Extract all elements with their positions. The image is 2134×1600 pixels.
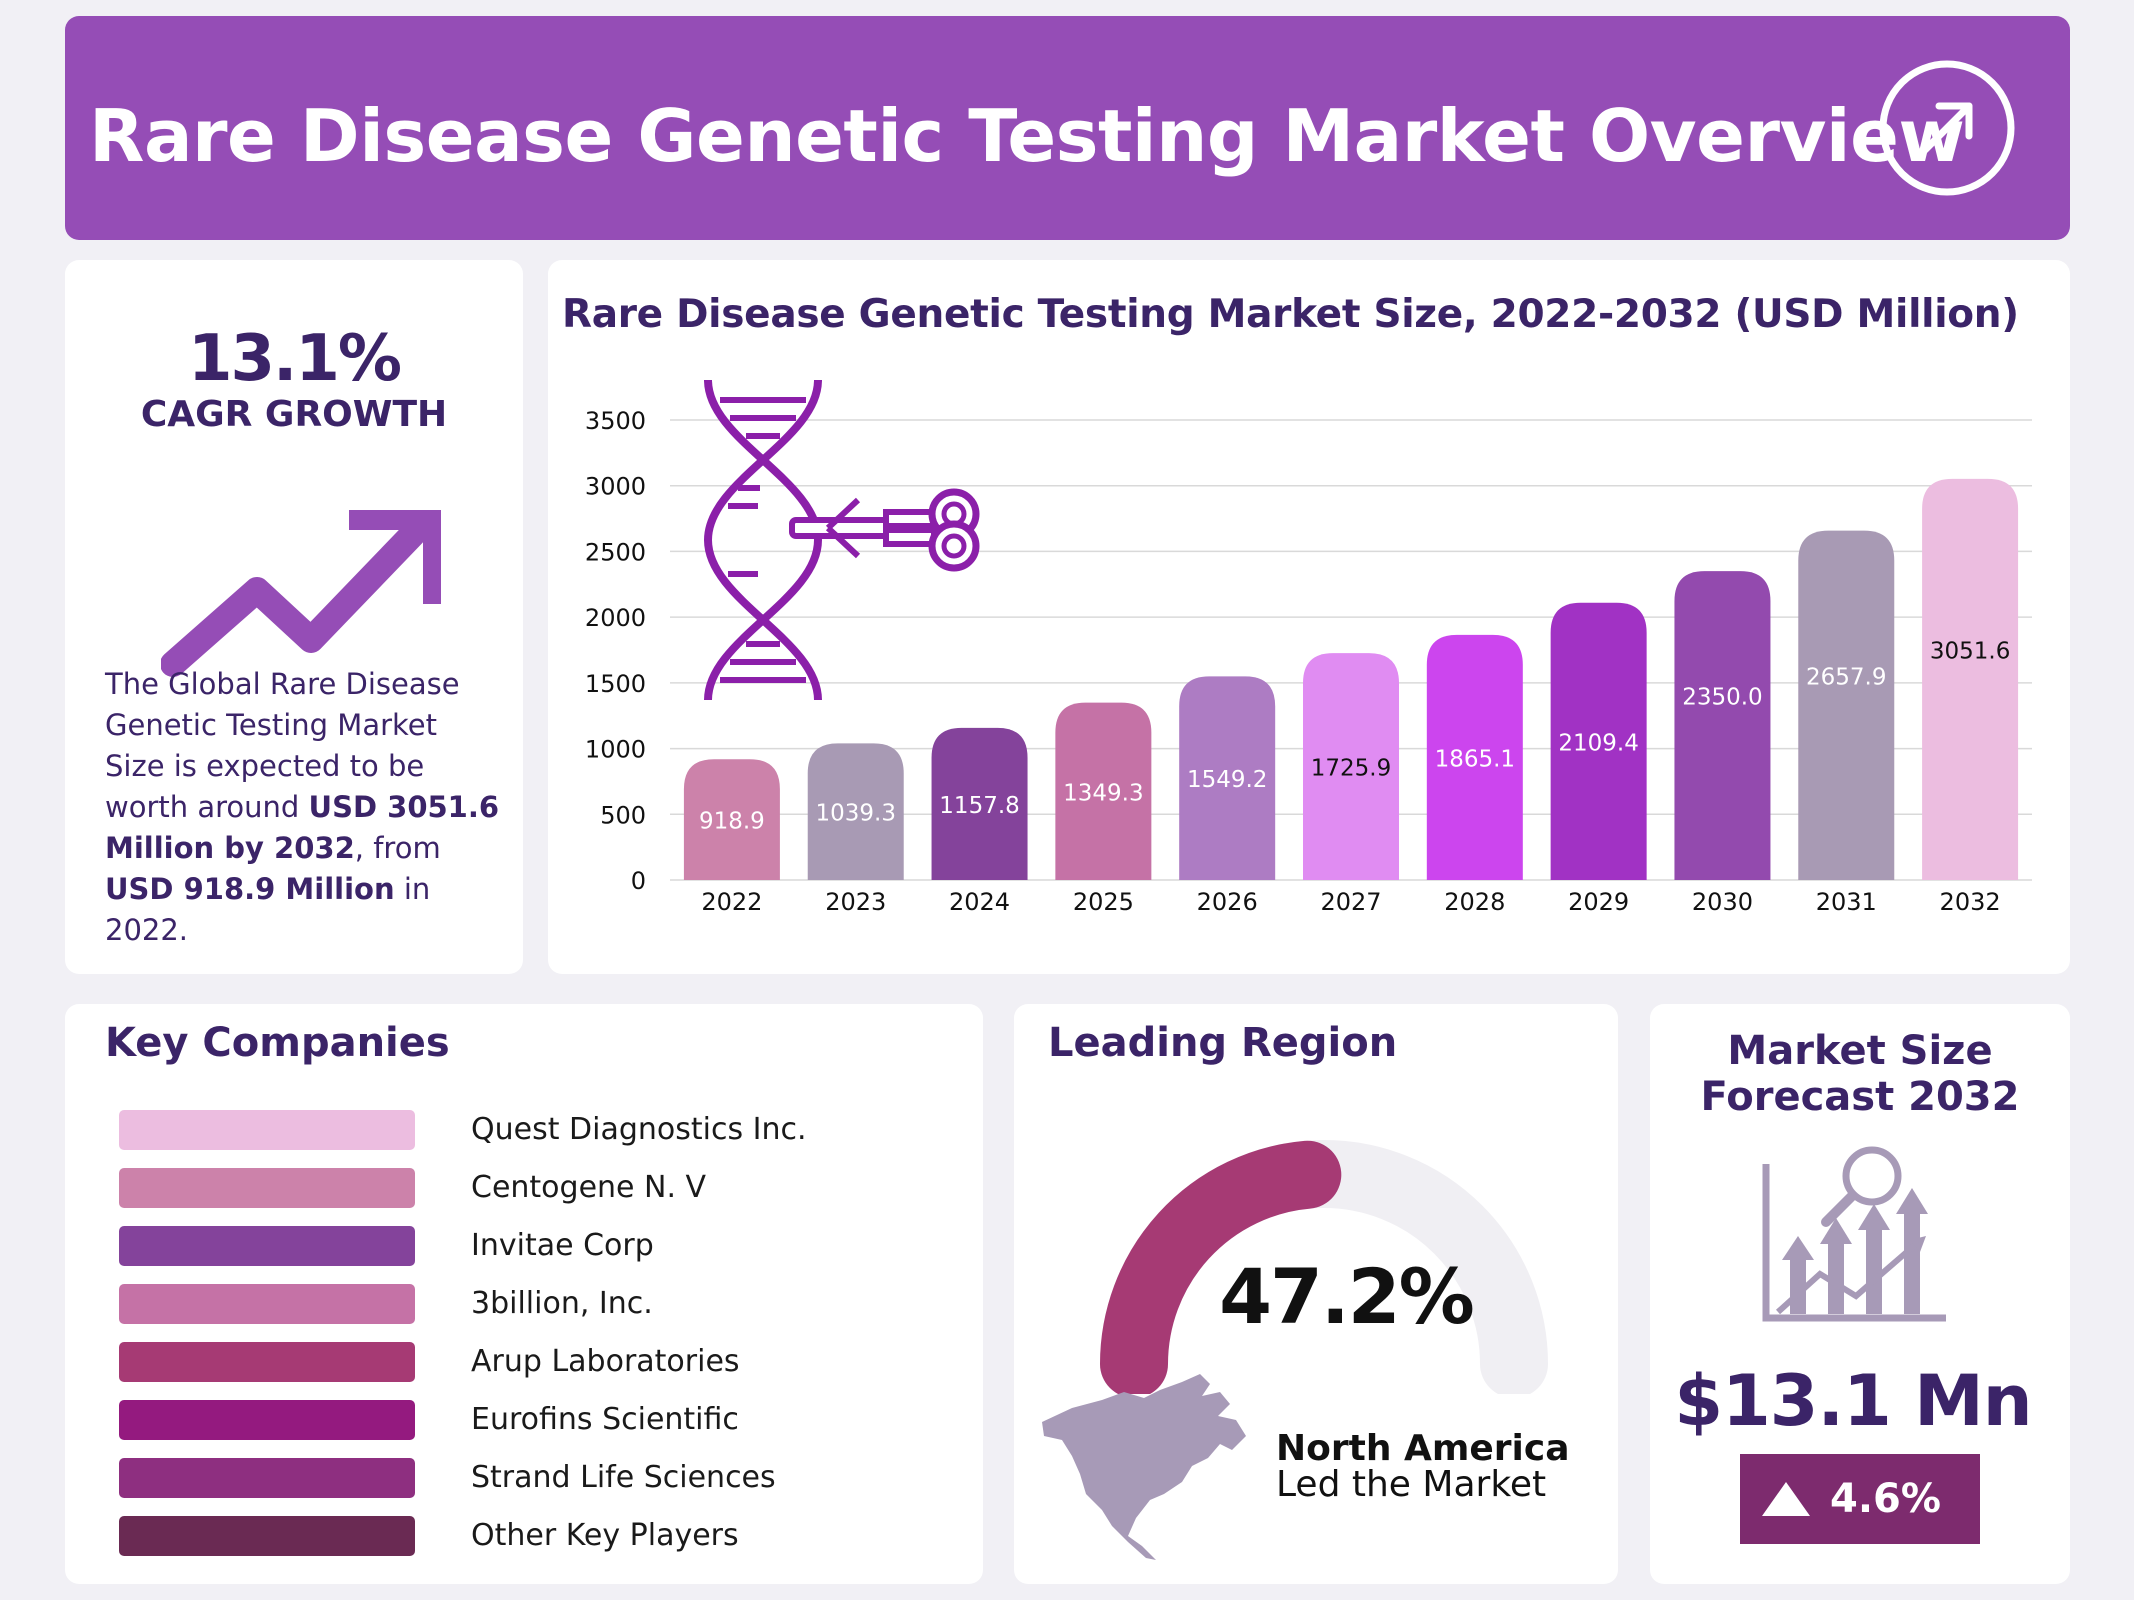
leading-region-card: Leading Region 47.2% North America Led t… xyxy=(1014,1004,1618,1584)
forecast-title: Market Size Forecast 2032 xyxy=(1700,1028,2020,1120)
company-row: Eurofins Scientific xyxy=(119,1400,919,1440)
company-row: Quest Diagnostics Inc. xyxy=(119,1110,919,1150)
bar-2030 xyxy=(1674,571,1771,880)
y-tick-label: 3500 xyxy=(585,407,646,435)
x-tick-label: 2028 xyxy=(1444,888,1505,916)
company-swatch xyxy=(119,1168,415,1208)
region-subtitle: Led the Market xyxy=(1276,1464,1547,1505)
page-header: Rare Disease Genetic Testing Market Over… xyxy=(65,16,2070,240)
y-tick-label: 1500 xyxy=(585,670,646,698)
company-row: Centogene N. V xyxy=(119,1168,919,1208)
bar-value-label: 1865.1 xyxy=(1435,746,1515,772)
bar-2032 xyxy=(1922,478,2019,880)
company-swatch xyxy=(119,1400,415,1440)
gauge-fill xyxy=(1100,1140,1342,1394)
company-name: Eurofins Scientific xyxy=(471,1402,739,1437)
bar-value-label: 1725.9 xyxy=(1311,756,1391,782)
company-swatch xyxy=(119,1226,415,1266)
x-tick-label: 2032 xyxy=(1940,888,2001,916)
company-swatch xyxy=(119,1516,415,1556)
bar-2027 xyxy=(1303,653,1399,880)
company-name: Invitae Corp xyxy=(471,1228,654,1263)
bar-2023 xyxy=(807,743,904,880)
chart-bars: 918.9 2022 1039.3 2023 1157.8 2024 1349.3 2025 1… xyxy=(683,478,2019,916)
bar-2026 xyxy=(1179,676,1276,880)
x-tick-label: 2030 xyxy=(1692,888,1753,916)
company-row: Invitae Corp xyxy=(119,1226,919,1266)
north-america-map-icon xyxy=(1042,1374,1246,1560)
y-tick-label: 1000 xyxy=(585,736,646,764)
growth-badge: 4.6% xyxy=(1740,1454,1980,1544)
bar-2028 xyxy=(1426,634,1523,880)
cagr-card: 13.1% CAGR GROWTH The Global Rare Diseas… xyxy=(65,260,523,974)
page-title: Rare Disease Genetic Testing Market Over… xyxy=(89,94,1965,178)
company-swatch xyxy=(119,1110,415,1150)
company-name: Centogene N. V xyxy=(471,1170,707,1205)
x-tick-label: 2031 xyxy=(1816,888,1877,916)
growth-analysis-icon xyxy=(1762,1146,1946,1322)
y-tick-label: 500 xyxy=(600,801,646,829)
company-name: Quest Diagnostics Inc. xyxy=(471,1112,807,1147)
bar-value-label: 918.9 xyxy=(699,809,765,835)
company-row: Arup Laboratories xyxy=(119,1342,919,1382)
market-size-bar-chart: 0 500 1000 1500 2000 2500 3000 3500 918.9 2022 10… xyxy=(585,379,2032,916)
bar-value-label: 3051.6 xyxy=(1930,638,2010,664)
trend-up-arrow-icon xyxy=(161,510,441,677)
bar-2031 xyxy=(1798,530,1895,880)
company-row: Other Key Players xyxy=(119,1516,919,1556)
market-size-chart-card: Rare Disease Genetic Testing Market Size… xyxy=(548,260,2070,974)
y-tick-label: 2000 xyxy=(585,604,646,632)
y-tick-label: 3000 xyxy=(585,473,646,501)
company-row: Strand Life Sciences xyxy=(119,1458,919,1498)
cagr-description: The Global Rare Disease Genetic Testing … xyxy=(105,667,500,947)
company-swatch xyxy=(119,1458,415,1498)
bar-value-label: 2109.4 xyxy=(1558,730,1638,756)
market-forecast-card: Market Size Forecast 2032 $13.1 Mn 4.6% xyxy=(1650,1004,2070,1584)
key-companies-card: Key Companies Quest Diagnostics Inc. Cent… xyxy=(65,1004,983,1584)
bar-value-label: 2350.0 xyxy=(1682,685,1762,711)
cagr-value: 13.1% xyxy=(187,322,402,396)
x-tick-label: 2024 xyxy=(949,888,1010,916)
x-tick-label: 2025 xyxy=(1073,888,1134,916)
triangle-up-icon xyxy=(1762,1482,1810,1516)
bar-value-label: 1349.3 xyxy=(1063,780,1143,806)
chart-title: Rare Disease Genetic Testing Market Size… xyxy=(562,292,2019,337)
x-tick-label: 2029 xyxy=(1568,888,1629,916)
dna-scissors-icon xyxy=(703,379,980,701)
x-tick-label: 2026 xyxy=(1197,888,1258,916)
arrow-up-right-circle-icon[interactable] xyxy=(1877,58,2017,198)
company-name: Strand Life Sciences xyxy=(471,1460,776,1495)
x-tick-label: 2027 xyxy=(1320,888,1381,916)
company-name: Other Key Players xyxy=(471,1518,739,1553)
region-share-value: 47.2% xyxy=(1219,1252,1475,1341)
y-tick-label: 2500 xyxy=(585,538,646,566)
y-tick-label: 0 xyxy=(631,867,646,895)
bar-2022 xyxy=(683,759,780,880)
region-share-gauge xyxy=(1100,1140,1548,1394)
leading-region-title: Leading Region xyxy=(1048,1020,1398,1066)
bar-2024 xyxy=(931,727,1028,880)
x-tick-label: 2022 xyxy=(701,888,762,916)
x-tick-label: 2023 xyxy=(825,888,886,916)
company-name: Arup Laboratories xyxy=(471,1344,740,1379)
bar-value-label: 1157.8 xyxy=(939,793,1019,819)
company-name: 3billion, Inc. xyxy=(471,1286,653,1321)
company-swatch xyxy=(119,1284,415,1324)
bar-2025 xyxy=(1055,702,1152,880)
bar-value-label: 2657.9 xyxy=(1806,664,1886,690)
bar-value-label: 1549.2 xyxy=(1187,767,1267,793)
company-swatch xyxy=(119,1342,415,1382)
cagr-label: CAGR GROWTH xyxy=(140,394,448,435)
key-companies-title: Key Companies xyxy=(105,1020,450,1066)
forecast-value: $13.1 Mn xyxy=(1674,1360,2032,1442)
company-row: 3billion, Inc. xyxy=(119,1284,919,1324)
region-name: North America xyxy=(1276,1428,1570,1469)
bar-2029 xyxy=(1550,602,1647,880)
growth-change: 4.6% xyxy=(1830,1476,1941,1522)
bar-value-label: 1039.3 xyxy=(815,801,895,827)
